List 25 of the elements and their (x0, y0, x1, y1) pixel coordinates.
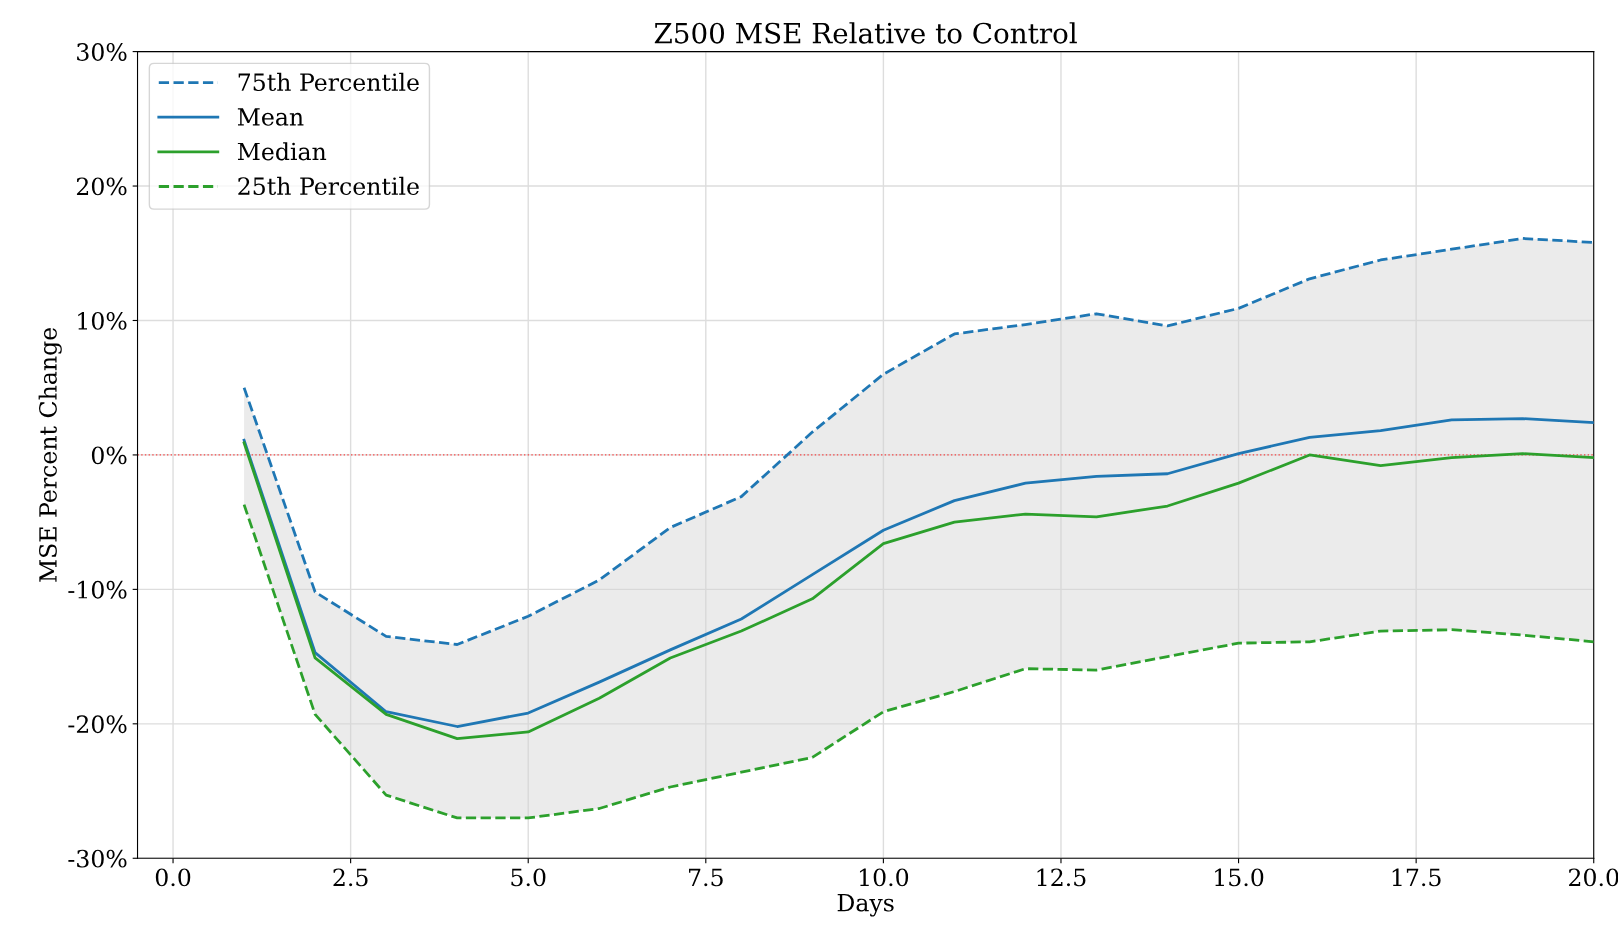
x-tick-label: 20.0 (1569, 868, 1618, 887)
y-tick-label: -30% (68, 849, 127, 868)
y-tick-label: -20% (68, 715, 127, 734)
y-tick-label: 0% (91, 446, 127, 465)
x-tick-label: 2.5 (333, 868, 368, 887)
legend-label: 25th Percentile (238, 176, 419, 196)
line-series (242, 503, 1594, 820)
x-tick-label: 7.5 (689, 868, 723, 887)
y-axis-title: MSE Percent Change (38, 328, 62, 582)
legend-label: Mean (237, 108, 304, 126)
x-tick-label: 10.0 (859, 868, 909, 887)
x-tick-label: 17.5 (1392, 868, 1441, 887)
legend-label: Median (237, 142, 327, 161)
x-tick-label: 12.5 (1037, 868, 1086, 887)
y-tick-label: 10% (78, 311, 127, 330)
x-tick-label: 15.0 (1215, 868, 1264, 887)
x-axis-title: Days (837, 894, 894, 917)
x-tick-label: 5.0 (511, 868, 546, 887)
x-tick-label: 0.0 (155, 868, 191, 887)
y-tick-label: 30% (77, 43, 127, 61)
line-series (242, 237, 1594, 646)
y-tick-label: 20% (76, 177, 127, 196)
chart-title: Z500 MSE Relative to Control (654, 22, 1077, 44)
y-tick-label: -10% (68, 580, 127, 599)
legend-label: 75th Percentile (238, 72, 419, 92)
